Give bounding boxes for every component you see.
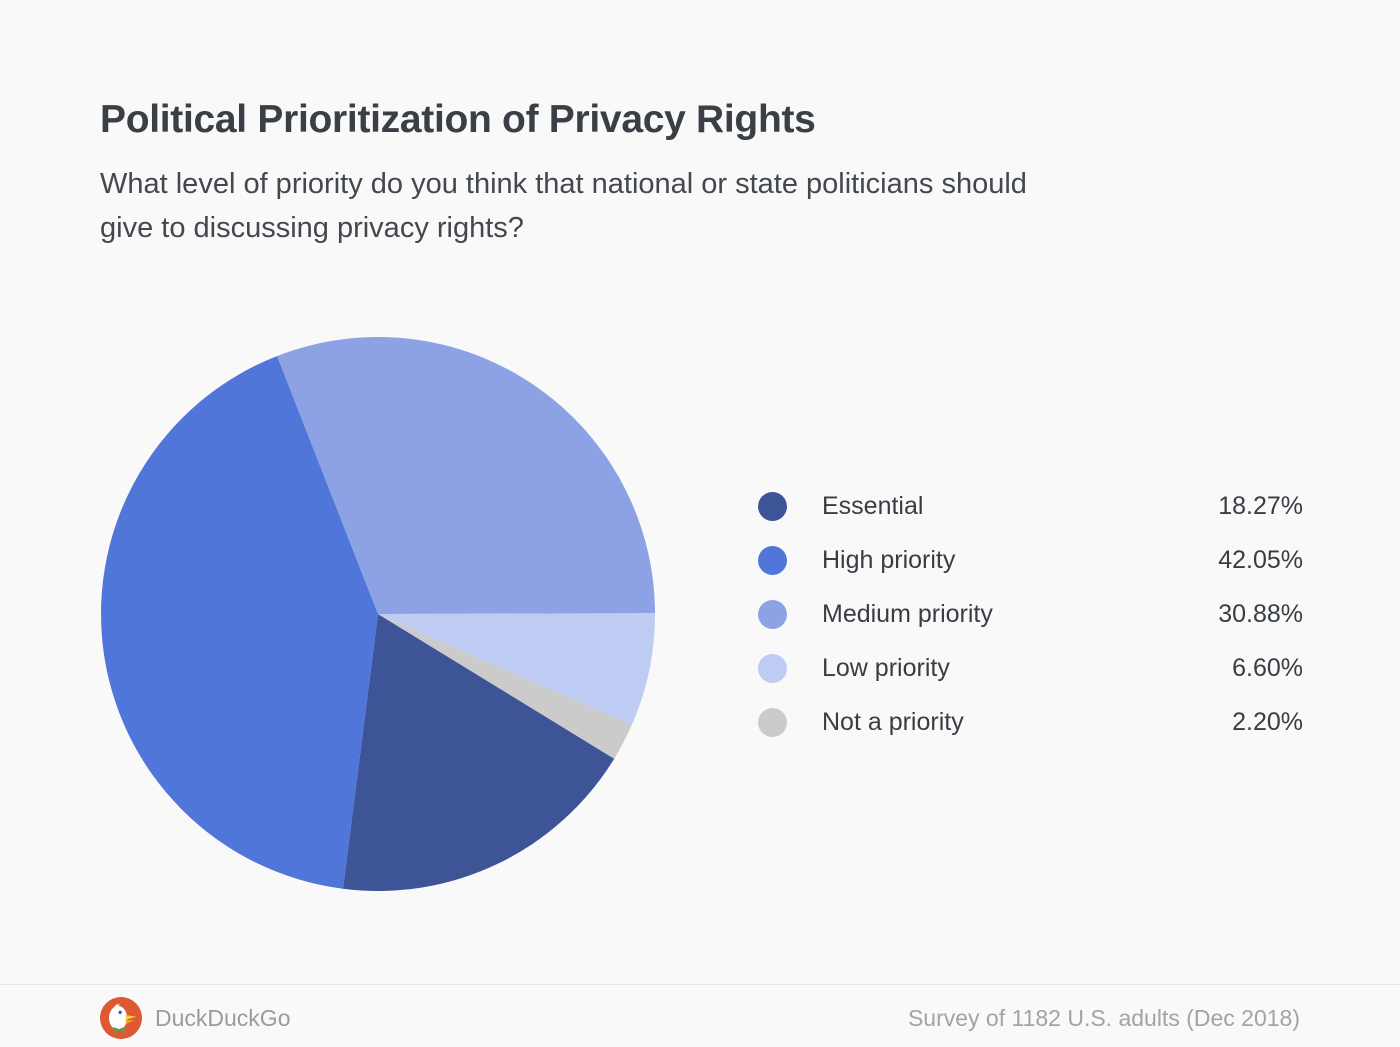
survey-question: What level of priority do you think that… <box>100 162 1300 250</box>
legend-label: High priority <box>822 545 956 574</box>
legend-value: 18.27% <box>1218 491 1303 520</box>
legend-row: Medium priority 30.88% <box>758 587 1303 641</box>
footer: DuckDuckGo Survey of 1182 U.S. adults (D… <box>100 996 1300 1040</box>
survey-question-line-1: What level of priority do you think that… <box>100 168 1027 200</box>
legend-value: 30.88% <box>1218 599 1303 628</box>
pie-slice-low-priority <box>378 613 655 725</box>
duckduckgo-logo-icon <box>100 997 142 1039</box>
pie-chart <box>101 337 655 891</box>
duckduckgo-brand: DuckDuckGo <box>100 997 290 1039</box>
survey-question-line-2: give to discussing privacy rights? <box>100 212 524 244</box>
legend-label: Low priority <box>822 653 950 682</box>
legend-swatch-icon <box>758 707 787 737</box>
pie-slice-medium-priority <box>277 337 655 614</box>
footer-divider <box>0 984 1400 985</box>
pie-chart-svg <box>101 337 655 891</box>
brand-wordmark: DuckDuckGo <box>155 1004 291 1031</box>
legend-value: 42.05% <box>1218 545 1303 574</box>
page-title: Political Prioritization of Privacy Righ… <box>100 98 816 141</box>
legend-value: 2.20% <box>1232 707 1303 736</box>
legend: Essential 18.27% High priority 42.05% Medium… <box>758 479 1303 749</box>
pie-slice-not-a-priority <box>378 614 632 759</box>
legend-label: Not a priority <box>822 707 964 736</box>
legend-swatch-icon <box>758 491 787 521</box>
legend-row: Essential 18.27% <box>758 479 1303 533</box>
legend-row: High priority 42.05% <box>758 533 1303 587</box>
legend-swatch-icon <box>758 545 787 575</box>
legend-row: Not a priority 2.20% <box>758 695 1303 749</box>
legend-row: Low priority 6.60% <box>758 641 1303 695</box>
survey-source-note: Survey of 1182 U.S. adults (Dec 2018) <box>907 1004 1300 1031</box>
legend-label: Medium priority <box>822 599 993 628</box>
legend-value: 6.60% <box>1232 653 1303 682</box>
legend-label: Essential <box>822 491 924 520</box>
legend-swatch-icon <box>758 599 787 629</box>
pie-slice-essential <box>342 614 615 891</box>
pie-slice-high-priority <box>101 356 378 889</box>
legend-swatch-icon <box>758 653 787 683</box>
